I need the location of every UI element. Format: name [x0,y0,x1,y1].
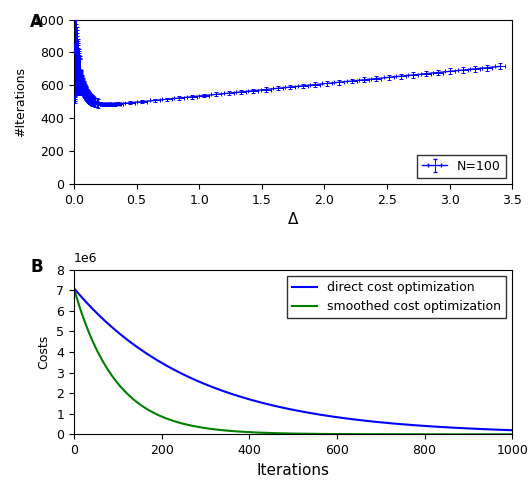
X-axis label: Iterations: Iterations [257,463,329,478]
direct cost optimization [71,285,77,291]
direct cost optimization [412,422,419,428]
smoothed cost optimization [420,431,427,437]
direct cost optimization [116,330,122,336]
direct cost optimization [508,427,515,433]
smoothed cost optimization [71,285,77,291]
smoothed cost optimization [263,430,270,436]
smoothed cost optimization [508,431,515,437]
Legend: N=100: N=100 [417,155,506,178]
smoothed cost optimization [248,429,254,435]
smoothed cost optimization [116,382,122,387]
Text: B: B [30,258,43,276]
Text: 1e6: 1e6 [74,252,98,265]
direct cost optimization [248,397,254,403]
Legend: direct cost optimization, smoothed cost optimization: direct cost optimization, smoothed cost … [287,276,506,318]
Y-axis label: #Iterations: #Iterations [14,67,27,137]
Line: direct cost optimization: direct cost optimization [74,288,512,430]
Line: smoothed cost optimization: smoothed cost optimization [74,288,512,434]
direct cost optimization [263,401,270,407]
smoothed cost optimization [412,431,419,437]
Y-axis label: Costs: Costs [37,335,51,369]
Text: A: A [30,13,43,31]
smoothed cost optimization [371,431,378,437]
direct cost optimization [420,423,427,429]
direct cost optimization [371,419,378,425]
X-axis label: Δ: Δ [288,212,298,227]
